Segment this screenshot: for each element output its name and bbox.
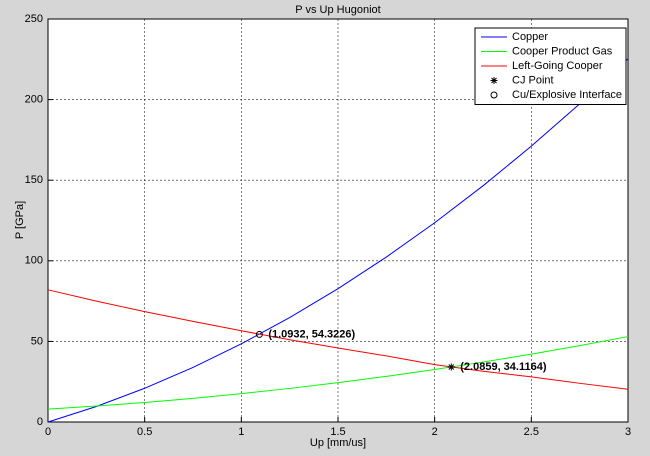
y-axis-label: P [GPa] xyxy=(14,201,26,239)
chart-title: P vs Up Hugoniot xyxy=(295,4,380,16)
legend-label: Cooper Product Gas xyxy=(512,45,613,57)
series-line xyxy=(47,289,629,390)
series-line xyxy=(47,336,629,410)
x-tick-label: 0 xyxy=(45,426,51,438)
legend-marker xyxy=(490,91,498,99)
legend: Copper Cooper Product Gas Left-Going Coope… xyxy=(474,27,627,105)
x-tick-label: 3 xyxy=(625,426,631,438)
y-tick-label: 250 xyxy=(25,13,43,25)
y-tick-label: 100 xyxy=(25,255,43,267)
y-tick-label: 50 xyxy=(31,335,43,347)
legend-marker xyxy=(490,77,498,84)
x-axis-label: Up [mm/us] xyxy=(310,437,366,449)
y-tick-label: 200 xyxy=(25,94,43,106)
plot-frame xyxy=(47,18,629,423)
legend-label: CJ Point xyxy=(512,74,554,86)
series-line xyxy=(47,58,629,423)
legend-label: Copper xyxy=(512,31,548,43)
legend-label: Left-Going Cooper xyxy=(512,60,603,72)
circle-marker xyxy=(255,330,263,338)
x-tick-label: 1.5 xyxy=(330,426,345,438)
x-tick-label: 0.5 xyxy=(137,426,152,438)
x-tick-label: 1 xyxy=(238,426,244,438)
data-label: (1.0932, 54.3226) xyxy=(268,328,355,340)
y-tick-label: 150 xyxy=(25,174,43,186)
data-label: (2.0859, 34.1164) xyxy=(460,361,547,373)
legend-label: Cu/Explosive Interface xyxy=(512,89,622,101)
y-tick-label: 0 xyxy=(37,416,43,428)
x-tick-label: 2.5 xyxy=(524,426,539,438)
x-tick-label: 2 xyxy=(432,426,438,438)
star-marker xyxy=(447,363,455,371)
